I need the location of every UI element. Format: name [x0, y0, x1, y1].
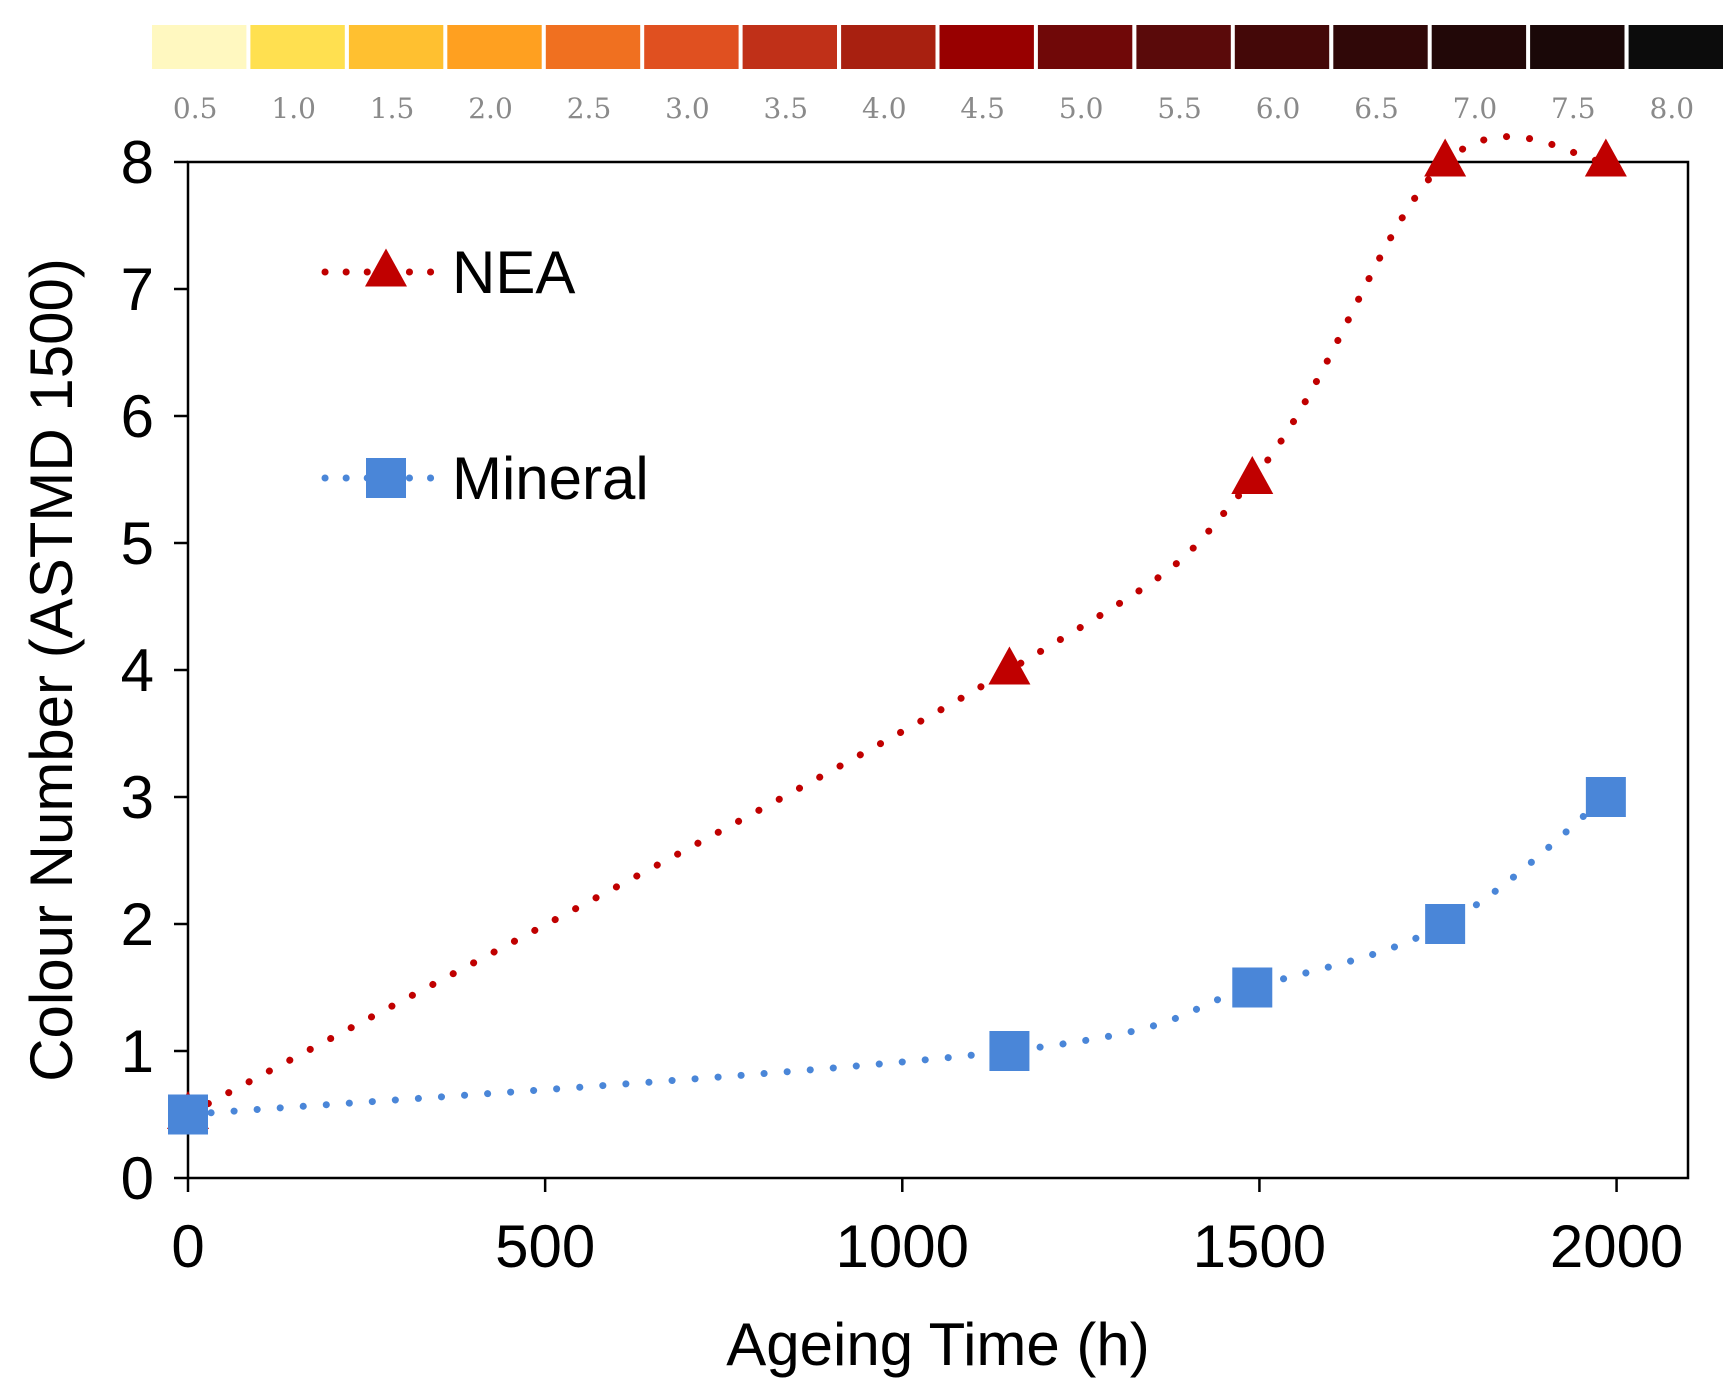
data-point	[1584, 138, 1627, 177]
x-tick-label: 1500	[1193, 1213, 1326, 1280]
colour-scale-label: 4.5	[960, 92, 1005, 125]
plot-area	[186, 160, 1690, 1180]
colour-scale-label: 4.0	[862, 92, 907, 125]
data-point	[1424, 138, 1467, 177]
colour-scale-label: 3.5	[764, 92, 809, 125]
y-tick-label: 3	[121, 764, 154, 831]
colour-scale-bar: 0.5 1.0 1.5 2.0 2.5 3.0 3.5 4.0 4.5 5.0 5.5 6.0 6.5 7…	[152, 25, 1723, 125]
legend-item: NEA	[321, 239, 575, 306]
y-tick-label: 4	[121, 637, 154, 704]
y-tick-label: 7	[121, 256, 154, 323]
colour-scale-swatch	[742, 25, 837, 69]
colour-scale-label: 8.0	[1650, 92, 1695, 125]
y-tick-label: 6	[121, 383, 154, 450]
axes: 0 1 2 3 4 5 6 7 8 0 500 1000 1500 2000	[121, 129, 1684, 1280]
colour-scale-swatch	[1628, 25, 1723, 69]
colour-scale-swatch	[841, 25, 936, 69]
legend-label: Mineral	[452, 445, 649, 512]
data-point	[168, 1094, 208, 1135]
data-point	[989, 1031, 1030, 1071]
legend: NEA Mineral	[321, 239, 649, 512]
colour-scale-swatch	[152, 25, 247, 69]
data-point	[1231, 455, 1274, 494]
x-tick-label: 1000	[836, 1213, 969, 1280]
x-axis-title: Ageing Time (h)	[726, 1311, 1150, 1378]
colour-scale-swatch	[348, 25, 444, 69]
series-line	[184, 793, 1610, 1118]
legend-marker	[366, 458, 406, 498]
colour-scale-label: 0.5	[173, 92, 218, 125]
series-line	[184, 133, 1610, 1118]
x-tick-label: 0	[171, 1213, 204, 1280]
colour-scale-swatch	[1530, 25, 1625, 69]
colour-scale-label: 3.0	[665, 92, 710, 125]
colour-scale-swatch	[1234, 25, 1330, 69]
colour-scale-swatch	[1037, 25, 1133, 69]
y-tick-label: 0	[121, 1145, 154, 1212]
colour-scale-swatch	[1333, 25, 1428, 69]
colour-scale-label: 7.0	[1453, 92, 1498, 125]
colour-scale-label: 6.0	[1256, 92, 1301, 125]
colour-scale-swatch	[644, 25, 739, 69]
colour-scale-label: 5.5	[1157, 92, 1202, 125]
x-tick-label: 500	[495, 1213, 595, 1280]
colour-scale-label: 1.0	[271, 92, 316, 125]
y-tick-label: 5	[121, 510, 154, 577]
colour-scale-label: 7.5	[1551, 92, 1596, 125]
colour-scale-label: 5.0	[1059, 92, 1104, 125]
series-mineral	[168, 777, 1626, 1135]
colour-scale-label: 2.0	[468, 92, 513, 125]
colour-scale-label: 2.5	[567, 92, 612, 125]
legend-label: NEA	[452, 239, 575, 306]
data-point	[1585, 777, 1626, 817]
series	[167, 133, 1627, 1135]
data-point	[1232, 967, 1273, 1008]
colour-scale-swatch	[1431, 25, 1527, 69]
y-axis-title: Colour Number (ASTMD 1500)	[18, 258, 85, 1082]
y-tick-label: 2	[121, 891, 154, 958]
colour-scale-swatch	[447, 25, 542, 69]
legend-item: Mineral	[321, 445, 649, 512]
colour-scale-swatch	[545, 25, 641, 69]
colour-scale-swatch	[250, 25, 345, 69]
colour-scale-swatch	[1136, 25, 1231, 69]
y-tick-label: 8	[121, 129, 154, 196]
colour-scale-swatch	[939, 25, 1034, 69]
data-point	[988, 646, 1031, 685]
colour-scale-label: 1.5	[370, 92, 415, 125]
y-tick-label: 1	[121, 1018, 154, 1085]
plot-border	[186, 160, 1690, 1180]
colour-scale-label: 6.5	[1354, 92, 1399, 125]
data-point	[1425, 904, 1466, 944]
x-tick-label: 2000	[1550, 1213, 1683, 1280]
legend-marker	[365, 248, 407, 287]
